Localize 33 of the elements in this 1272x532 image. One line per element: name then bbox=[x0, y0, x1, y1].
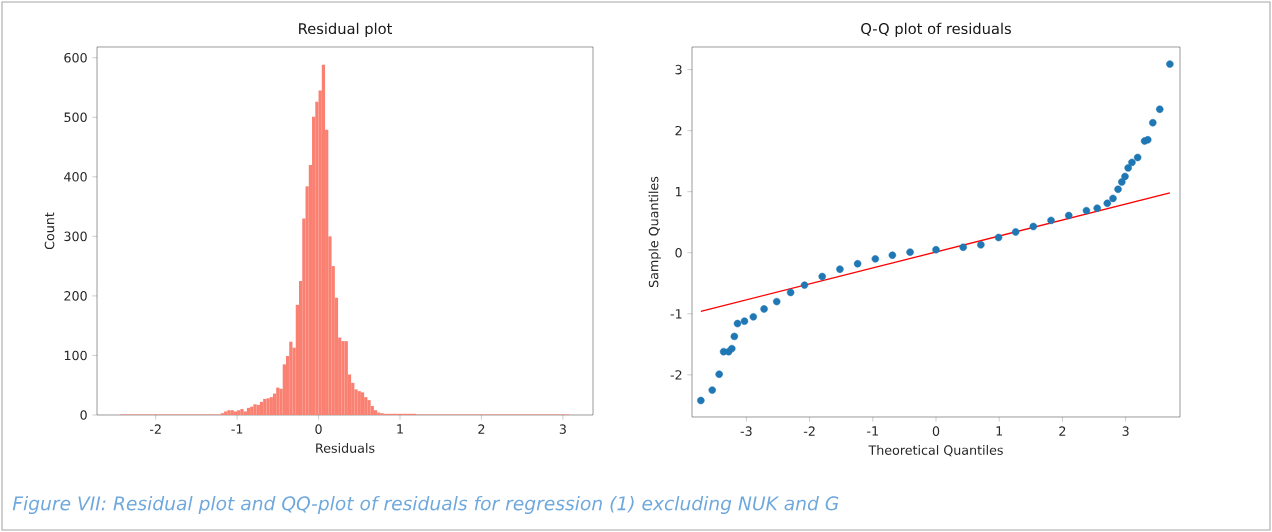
x-axis-title: Residuals bbox=[316, 443, 375, 453]
y-tick-label: 600 bbox=[64, 52, 87, 63]
x-tick-label: -3 bbox=[740, 426, 752, 436]
y-tick-label: -2 bbox=[670, 370, 682, 380]
y-tick-label: 0 bbox=[80, 410, 87, 420]
y-tick-label: 100 bbox=[64, 350, 87, 361]
x-tick-label: 3 bbox=[559, 424, 566, 434]
x-tick-label: -1 bbox=[231, 424, 243, 434]
x-tick-label: -1 bbox=[867, 426, 878, 436]
x-tick-label: 1 bbox=[397, 424, 403, 434]
y-axis-title: Sample Quantiles bbox=[648, 176, 661, 288]
x-tick-label: -2 bbox=[803, 426, 815, 436]
y-tick-label: 3 bbox=[675, 64, 682, 75]
x-tick-label: 0 bbox=[932, 426, 940, 436]
y-tick-label: -1 bbox=[670, 309, 682, 319]
x-tick-label: 1 bbox=[996, 426, 1003, 436]
y-tick-label: 0 bbox=[675, 247, 682, 258]
y-tick-label: 2 bbox=[675, 125, 682, 136]
y-tick-label: 500 bbox=[64, 112, 87, 123]
text: Figure VII: Residual plot and QQ-plot of residuals for regression (1) excluding NUK and G bbox=[12, 495, 839, 515]
y-tick-label: 400 bbox=[64, 172, 87, 182]
chart-title: Q-Q plot of residuals bbox=[861, 22, 1011, 37]
y-axis-title: Count bbox=[44, 212, 55, 250]
x-tick-label: 2 bbox=[478, 424, 485, 434]
x-axis-title: Theoretical Quantiles bbox=[868, 445, 1003, 457]
chart-title: Residual plot bbox=[299, 22, 393, 37]
y-tick-label: 300 bbox=[64, 231, 87, 242]
x-tick-label: 3 bbox=[1122, 426, 1129, 436]
y-tick-label: 200 bbox=[64, 291, 87, 301]
x-tick-label: 2 bbox=[1059, 426, 1066, 436]
x-tick-label: -2 bbox=[149, 424, 161, 434]
y-tick-label: 1 bbox=[675, 187, 682, 197]
x-tick-label: 0 bbox=[315, 424, 322, 434]
